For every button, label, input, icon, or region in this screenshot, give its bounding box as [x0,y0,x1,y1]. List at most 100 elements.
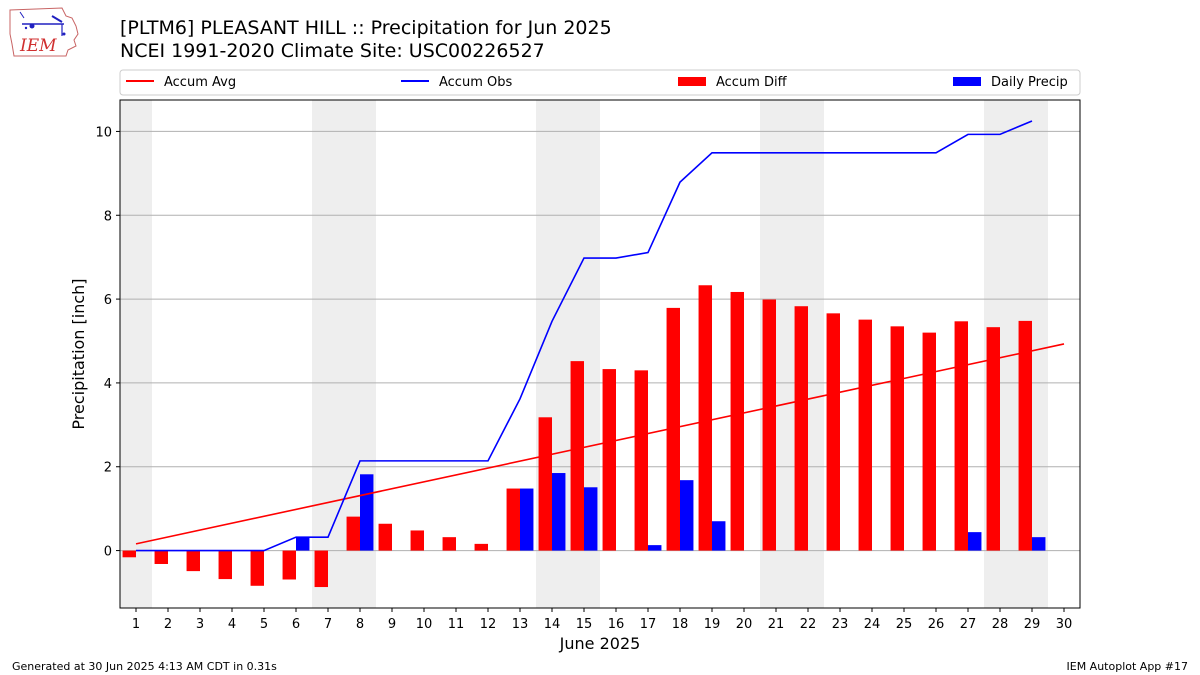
accum-diff-bar [314,550,328,588]
x-tick-label: 3 [196,617,204,632]
accum-diff-bar [986,327,1000,551]
accum-diff-bar [186,550,200,572]
y-tick-label: 0 [104,545,112,560]
accum-diff-bar [794,306,808,551]
x-tick-label: 16 [608,617,625,632]
daily-precip-bar [584,487,598,551]
legend-daily-precip-swatch [953,77,981,86]
daily-precip-bar [520,488,534,551]
iem-logo-icon: IEM [9,7,79,57]
x-tick-label: 29 [1024,617,1041,632]
accum-diff-bar [570,361,584,551]
x-tick-label: 13 [512,617,529,632]
legend: Accum Avg Accum Obs Accum Diff Daily Precip [119,69,1081,96]
x-axis-label: June 2025 [559,634,641,653]
accum-diff-bar [378,523,392,551]
accum-diff-bar [474,543,488,551]
accum-diff-bar [442,537,456,551]
x-tick-label: 9 [388,617,396,632]
daily-precip-bar [360,474,374,551]
legend-accum-diff-label: Accum Diff [716,75,788,90]
x-tick-label: 2 [164,617,172,632]
accum-diff-bar [826,313,840,551]
x-tick-label: 27 [960,617,977,632]
x-tick-label: 19 [704,617,721,632]
x-tick-label: 21 [768,617,785,632]
legend-accum-diff-swatch [678,77,706,86]
legend-frame [119,69,1081,96]
x-tick-label: 8 [356,617,364,632]
x-tick-label: 6 [292,617,300,632]
y-tick-label: 4 [104,377,112,392]
accum-diff-bar [218,550,232,580]
daily-precip-bar [968,532,982,551]
x-tick-label: 30 [1056,617,1073,632]
x-tick-label: 26 [928,617,945,632]
accum-obs-line [136,120,1033,552]
accum-diff-bar [730,291,744,551]
weekend-band [120,100,152,608]
daily-precip-bar [296,537,310,551]
x-tick-label: 11 [448,617,465,632]
accum-diff-bar [154,550,168,564]
accum-diff-bar [922,332,936,551]
x-tick-label: 28 [992,617,1009,632]
accum-diff-bar [538,417,552,551]
y-tick-label: 10 [95,125,112,140]
x-tick-label: 15 [576,617,593,632]
accum-diff-bar [122,550,136,558]
footer-app-text: IEM Autoplot App #17 [1066,660,1189,673]
y-tick-label: 8 [104,209,112,224]
y-axis-label: Precipitation [inch] [69,278,88,429]
y-tick-label: 6 [104,293,112,308]
x-tick-label: 7 [324,617,332,632]
daily-precip-bar [648,545,662,551]
x-tick-label: 23 [832,617,849,632]
y-axis-ticks: 0 2 4 6 8 10 [95,125,120,560]
x-tick-label: 17 [640,617,657,632]
x-tick-label: 22 [800,617,817,632]
legend-daily-precip-label: Daily Precip [991,75,1068,90]
iem-logo-text: IEM [19,36,57,56]
x-tick-label: 25 [896,617,913,632]
accum-diff-bar [506,488,520,551]
plot-frame [119,99,1081,609]
accum-diff-bar [634,370,648,551]
x-axis-ticks: 1 2 3 4 5 6 7 8 9 10 11 12 13 14 15 16 17 18 19 20 21 22 23 24 2… [132,608,1072,632]
accum-diff-bar [282,550,296,580]
accum-diff-bar [250,550,264,586]
accum-diff-bar [602,369,616,551]
x-tick-label: 1 [132,617,140,632]
accum-diff-bar [346,516,360,551]
footer-generated-text: Generated at 30 Jun 2025 4:13 AM CDT in … [12,660,277,673]
accum-diff-bar [890,326,904,551]
line-series [135,120,1065,552]
x-tick-label: 10 [416,617,433,632]
daily-precip-bar [552,473,566,551]
x-tick-label: 5 [260,617,268,632]
accum-diff-bar [410,530,424,551]
accum-diff-bar [762,299,776,551]
y-tick-label: 2 [104,461,112,476]
accum-diff-bar [954,321,968,551]
x-tick-label: 18 [672,617,689,632]
x-tick-label: 24 [864,617,881,632]
accum-diff-bar [1018,320,1032,551]
daily-precip-bar [680,480,694,551]
x-tick-label: 14 [544,617,561,632]
chart-title: [PLTM6] PLEASANT HILL :: Precipitation f… [120,17,612,39]
accum-avg-line [135,343,1065,545]
x-tick-label: 20 [736,617,753,632]
chart-subtitle: NCEI 1991-2020 Climate Site: USC00226527 [120,40,545,62]
accum-diff-bar [698,285,712,551]
x-tick-label: 12 [480,617,497,632]
accum-diff-bar [858,319,872,551]
bar-series [122,285,1046,588]
accum-diff-bar [666,307,680,551]
daily-precip-bar [712,521,726,551]
legend-accum-avg-label: Accum Avg [164,75,236,90]
x-tick-label: 4 [228,617,236,632]
daily-precip-bar [1032,537,1046,551]
y-gridlines [120,130,1080,552]
